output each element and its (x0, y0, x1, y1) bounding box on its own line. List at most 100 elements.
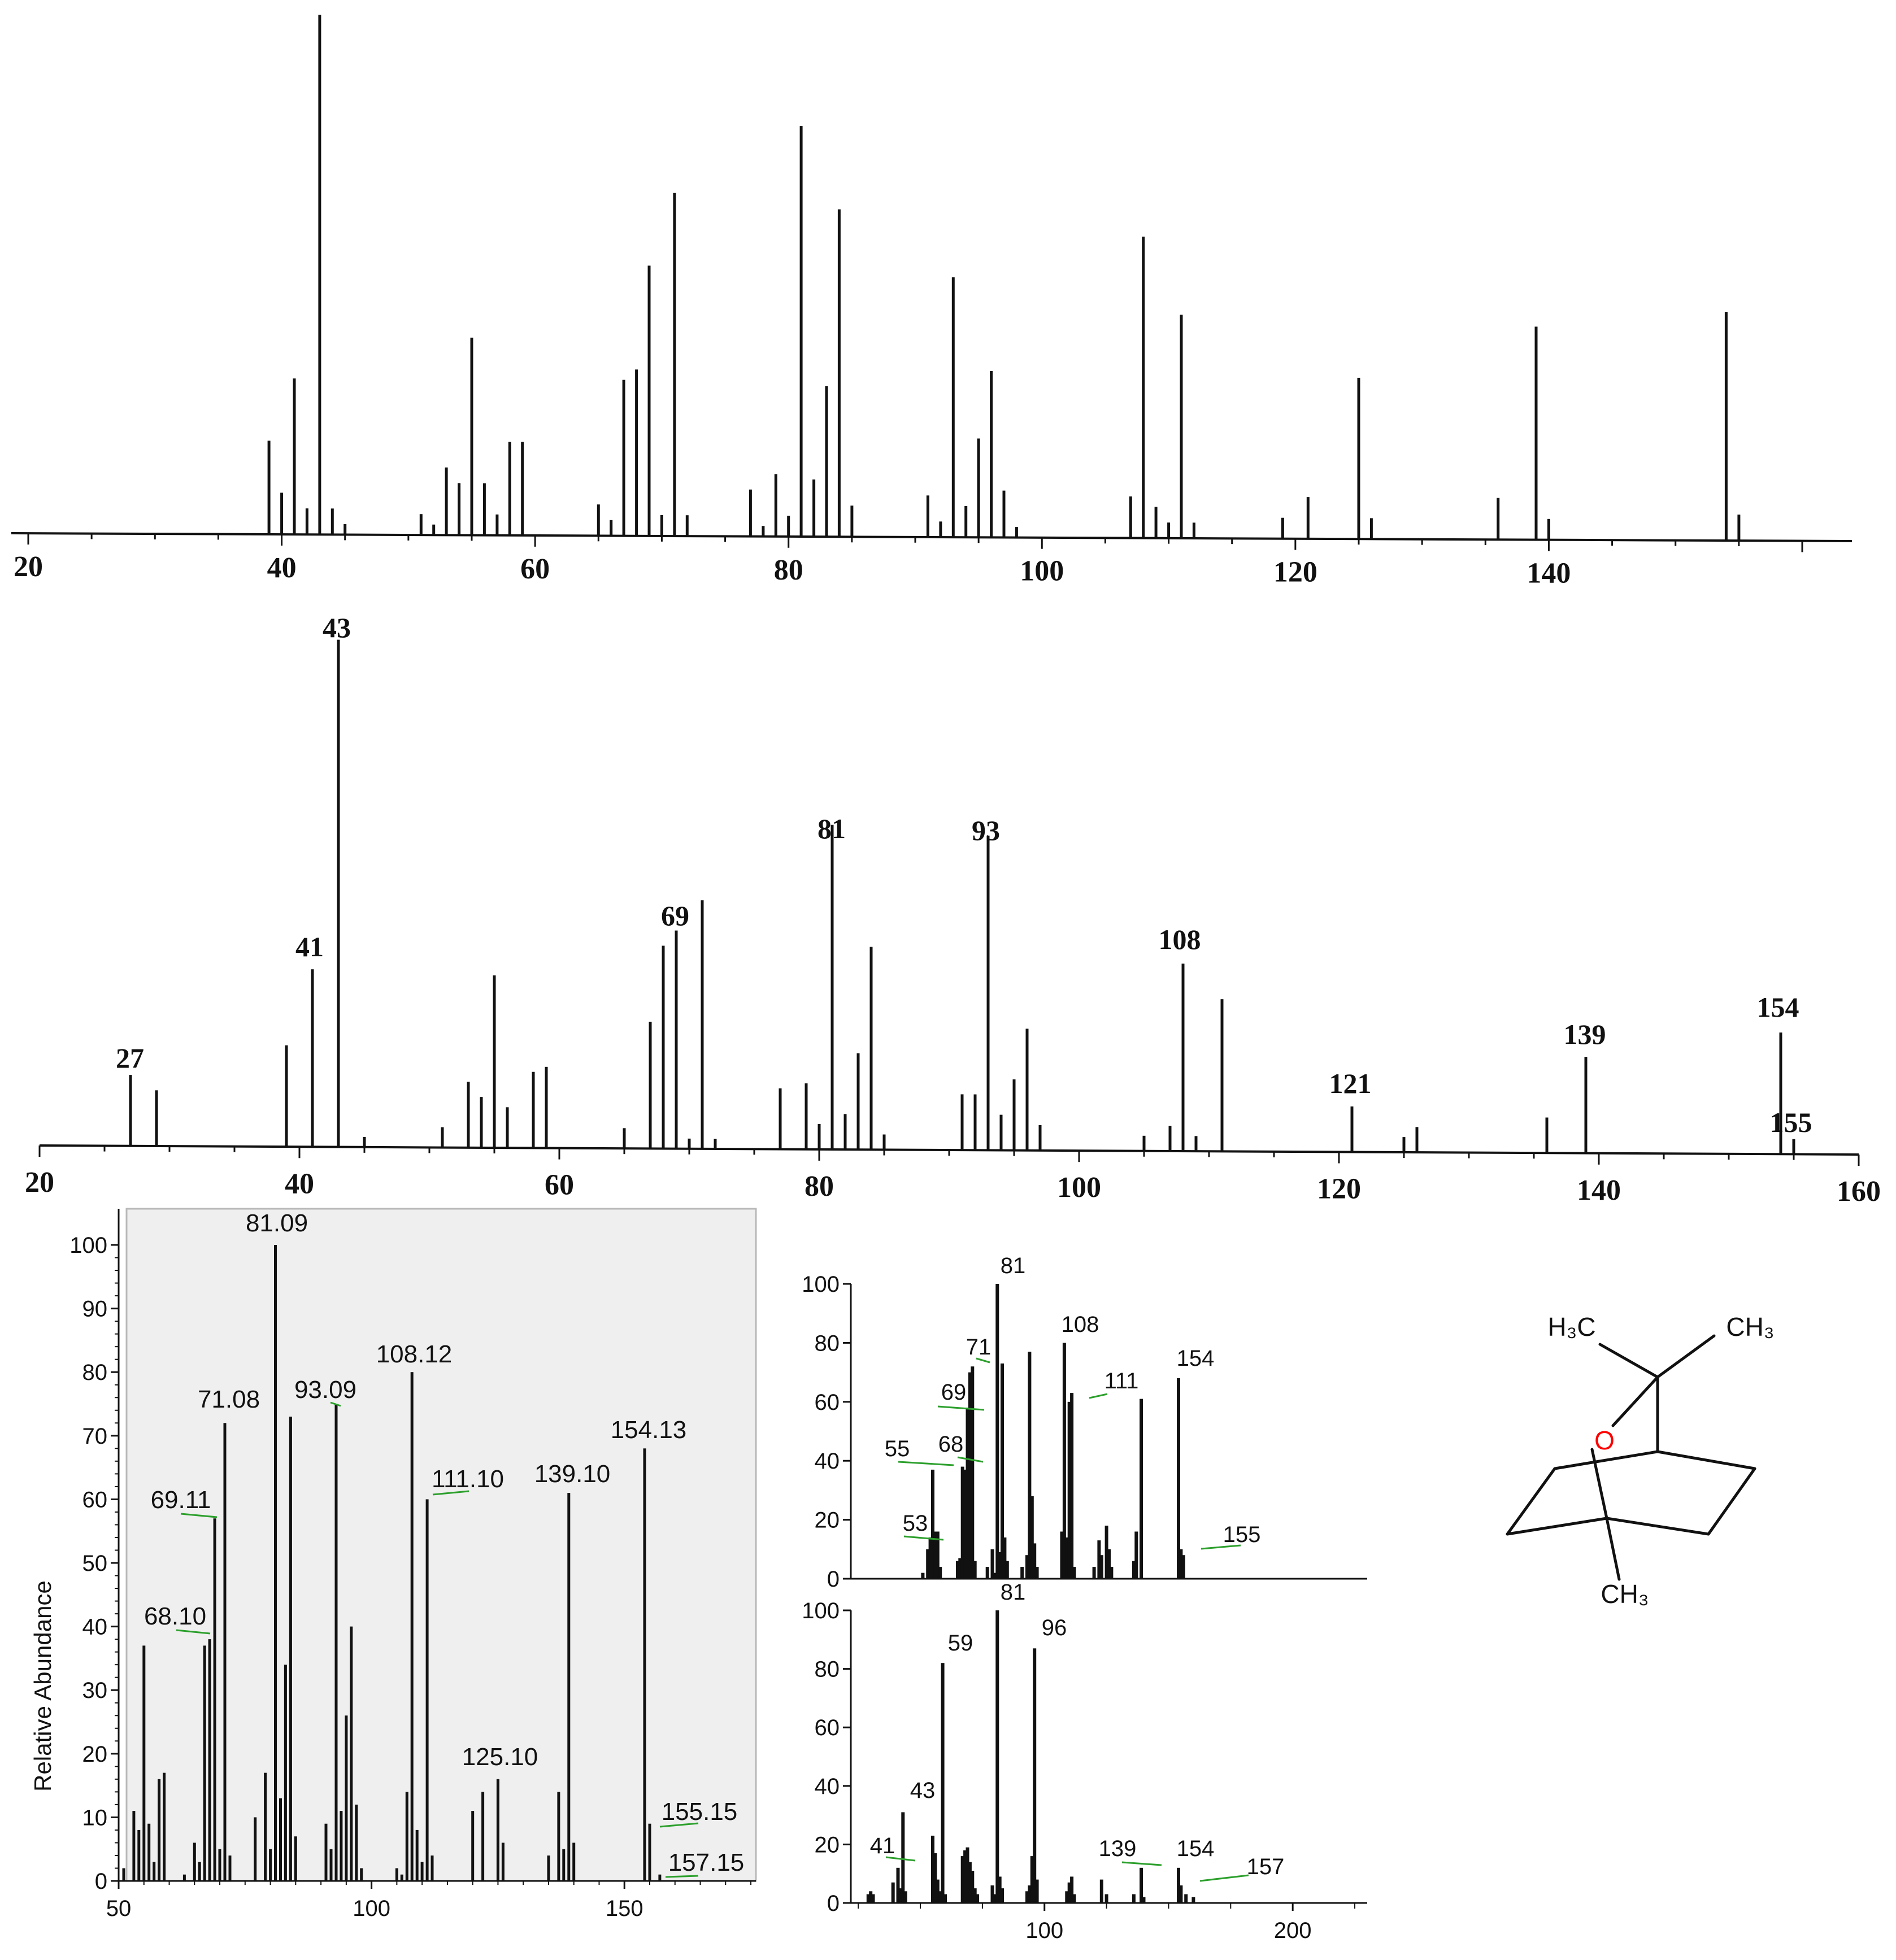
ms4-peak-83 (1001, 1363, 1004, 1579)
ms1-peak-140 (1547, 519, 1550, 540)
ms4-peak-77 (985, 1567, 989, 1579)
ms3-leader-111 (432, 1490, 469, 1496)
ms3-label-108: 108.12 (376, 1340, 453, 1368)
ms5-y-ticks: 0 20 40 60 80 100 (802, 1599, 851, 1916)
ms4-leader-155 (1201, 1544, 1241, 1550)
ms1-peak-85 (850, 506, 854, 537)
ms3-peak-83 (284, 1665, 287, 1881)
ms5-peak-39 (891, 1882, 895, 1903)
ms3-peak-126 (501, 1843, 505, 1881)
ms5-peak-154 (1177, 1867, 1180, 1903)
ms1-tick-label: 20 (14, 551, 43, 583)
ms3-peak-139 (567, 1493, 571, 1881)
ms2-peak-111 (1220, 999, 1224, 1152)
ms1-peak-57 (495, 514, 499, 535)
ms3-label-leaders (176, 1401, 699, 1878)
ms5-peak-94 (1028, 1885, 1032, 1903)
ms5-label-43: 43 (910, 1778, 936, 1803)
ms1-peak-112 (1192, 522, 1195, 538)
ms5-peak-42 (898, 1888, 902, 1903)
ms4-label-155: 155 (1223, 1522, 1261, 1547)
ms1-peak-111 (1180, 315, 1183, 538)
ms5-peak-109 (1065, 1891, 1069, 1903)
ms5-peak-58 (938, 1891, 942, 1903)
ms5-peak-83 (1001, 1888, 1004, 1903)
ms1-peak-97 (1002, 490, 1006, 538)
ms3-label-71: 71.08 (198, 1386, 260, 1413)
ms4-peak-93 (1025, 1555, 1029, 1579)
ms4-peak-57 (936, 1531, 940, 1579)
ms1-peak-58 (508, 442, 511, 535)
ms3-label-139: 139.10 (534, 1460, 611, 1488)
ms4-label-69: 69 (941, 1380, 967, 1405)
bond-ring-right-bottom (1707, 1467, 1756, 1536)
ms1-peak-136 (1497, 498, 1500, 540)
ms1-peak-81 (799, 126, 803, 537)
ms5-y-tick-label: 100 (802, 1599, 840, 1623)
ms4-peak-109 (1065, 1537, 1069, 1579)
ms3-peak-107 (405, 1792, 408, 1881)
ms4-peak-96 (1033, 1543, 1037, 1579)
ms4-peak-110 (1067, 1401, 1071, 1579)
ms4-leader-68 (957, 1456, 984, 1463)
ms1-peak-94 (964, 506, 968, 538)
ms2-x-axis (39, 1144, 1859, 1156)
ms1-peak-98 (1015, 527, 1018, 538)
ms5-peak-79 (990, 1885, 994, 1903)
ms5-peak-97 (1035, 1879, 1039, 1903)
ms1-x-ticks: 20 40 60 80 100 120 140 (14, 533, 1803, 590)
ms5-peak-110 (1067, 1882, 1071, 1903)
ms5-peak-56 (933, 1853, 937, 1903)
ms3-peak-58 (158, 1779, 161, 1881)
ms3-y-tick-label: 90 (82, 1297, 108, 1322)
ms5-peak-71 (971, 1871, 975, 1903)
ms4-peak-82 (998, 1552, 1002, 1579)
ms2-label-155: 155 (1770, 1107, 1812, 1138)
ms1-peak-71 (673, 193, 676, 536)
atom-ch3-bottom: CH₃ (1601, 1579, 1649, 1609)
ms3-peak-135 (547, 1856, 550, 1881)
ms2-peak-53 (467, 1082, 470, 1148)
ms5-peak-44 (903, 1891, 907, 1903)
ms3-peak-112 (430, 1856, 434, 1881)
ms5-peak-136 (1132, 1894, 1136, 1903)
ms2-peak-83 (856, 1053, 860, 1150)
ms2-label-139: 139 (1564, 1018, 1606, 1050)
ms2-tick-label: 160 (1837, 1175, 1881, 1208)
ms2-peak-56 (506, 1107, 509, 1148)
structure-bonds (1506, 1334, 1756, 1581)
ms2-peak-96 (1025, 1029, 1029, 1151)
ms5-leader-41 (885, 1856, 916, 1862)
ms4-peak-95 (1030, 1496, 1034, 1579)
ms3-y-tick-label: 20 (82, 1742, 108, 1767)
ms3-y-tick-label: 70 (82, 1424, 108, 1449)
ms3-peak-85 (294, 1836, 297, 1881)
ms4-peak-54 (928, 1537, 932, 1579)
ms4-peak-56 (933, 1531, 937, 1579)
ms5-peak-72 (973, 1888, 977, 1903)
ms2-tick-label: 80 (805, 1170, 834, 1203)
ms3-peak-93 (334, 1404, 338, 1881)
ms3-peak-155 (648, 1823, 651, 1881)
ms2-peaks (129, 639, 1795, 1155)
ms1-peak-39 (267, 441, 271, 534)
ms4-peak-79 (990, 1549, 994, 1579)
ms5-peak-123 (1099, 1879, 1103, 1903)
ms2-label-43: 43 (323, 612, 351, 643)
ms3-peak-51 (122, 1868, 125, 1881)
ms1-tick-label: 60 (520, 553, 550, 585)
ms4-label-81: 81 (1001, 1253, 1026, 1278)
ms1-peak-65 (597, 504, 600, 536)
ms2-peak-43 (337, 639, 340, 1147)
ms1-peak-69 (647, 265, 651, 536)
ms1-peak-41 (293, 378, 296, 534)
ms3-peak-77 (254, 1817, 257, 1881)
ms3-label-81: 81.09 (246, 1209, 308, 1237)
ms1-peak-77 (749, 489, 752, 537)
ms2-peak-91 (960, 1094, 964, 1151)
ms1-peak-119 (1281, 517, 1284, 539)
ms4-peak-81 (995, 1284, 999, 1579)
ms1-peak-51 (419, 514, 423, 535)
ms1-peak-78 (762, 526, 765, 537)
ms3-peak-53 (132, 1811, 136, 1881)
